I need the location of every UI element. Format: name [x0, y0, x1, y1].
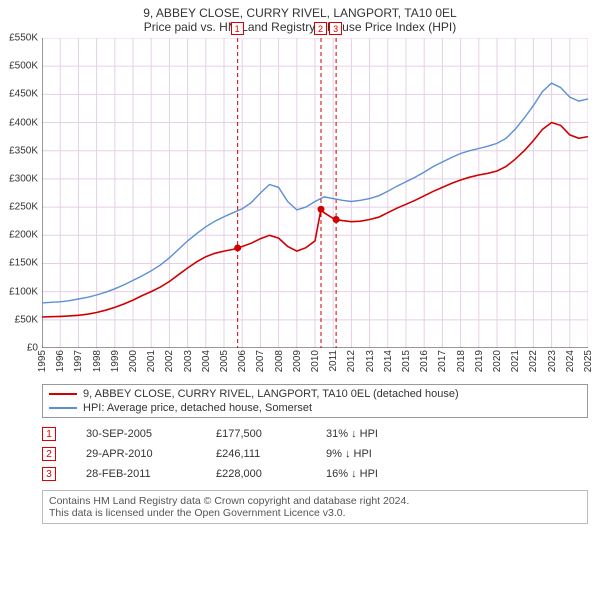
- x-axis-label: 2001: [146, 350, 157, 372]
- x-axis-label: 2011: [328, 350, 339, 372]
- transaction-marker: 1: [42, 427, 56, 441]
- x-axis-label: 2018: [456, 350, 467, 372]
- transaction-price: £177,500: [216, 428, 296, 440]
- legend-item: HPI: Average price, detached house, Some…: [49, 401, 581, 415]
- line-chart: [42, 38, 588, 348]
- y-axis-label: £550K: [9, 33, 38, 44]
- chart-subtitle: Price paid vs. HM Land Registry's House …: [0, 20, 600, 38]
- x-axis-label: 2009: [292, 350, 303, 372]
- x-axis-label: 2007: [255, 350, 266, 372]
- y-axis-label: £150K: [9, 258, 38, 269]
- transaction-marker: 2: [42, 447, 56, 461]
- transaction-row: 1 30-SEP-2005 £177,500 31% ↓ HPI: [42, 424, 588, 444]
- transaction-diff: 9% ↓ HPI: [326, 448, 426, 460]
- transaction-date: 29-APR-2010: [86, 448, 186, 460]
- chart-area: £0£50K£100K£150K£200K£250K£300K£350K£400…: [42, 38, 588, 348]
- transactions-table: 1 30-SEP-2005 £177,500 31% ↓ HPI 2 29-APR-201…: [42, 424, 588, 484]
- x-axis-label: 1995: [37, 350, 48, 372]
- sale-marker: 3: [329, 22, 342, 35]
- legend-item: 9, ABBEY CLOSE, CURRY RIVEL, LANGPORT, T…: [49, 387, 581, 401]
- x-axis-label: 2015: [401, 350, 412, 372]
- x-axis-label: 2025: [583, 350, 594, 372]
- x-axis-label: 2021: [510, 350, 521, 372]
- x-axis-label: 2005: [219, 350, 230, 372]
- page: 9, ABBEY CLOSE, CURRY RIVEL, LANGPORT, T…: [0, 0, 600, 590]
- legend-swatch: [49, 393, 77, 395]
- x-axis-label: 1996: [55, 350, 66, 372]
- y-axis-label: £350K: [9, 145, 38, 156]
- transaction-row: 2 29-APR-2010 £246,111 9% ↓ HPI: [42, 444, 588, 464]
- transaction-diff: 16% ↓ HPI: [326, 468, 426, 480]
- x-axis-label: 2002: [164, 350, 175, 372]
- y-axis-label: £450K: [9, 89, 38, 100]
- x-axis-label: 2000: [128, 350, 139, 372]
- x-axis-label: 2004: [201, 350, 212, 372]
- x-axis-label: 2012: [346, 350, 357, 372]
- legend-swatch: [49, 407, 77, 409]
- y-axis-label: £100K: [9, 286, 38, 297]
- y-axis-label: £500K: [9, 61, 38, 72]
- x-axis-label: 2023: [547, 350, 558, 372]
- transaction-price: £228,000: [216, 468, 296, 480]
- transaction-row: 3 28-FEB-2011 £228,000 16% ↓ HPI: [42, 464, 588, 484]
- legend-label: 9, ABBEY CLOSE, CURRY RIVEL, LANGPORT, T…: [83, 388, 459, 400]
- x-axis-label: 1997: [73, 350, 84, 372]
- footnote-line: Contains HM Land Registry data © Crown c…: [49, 495, 581, 507]
- x-axis-label: 2024: [565, 350, 576, 372]
- x-axis-label: 2014: [383, 350, 394, 372]
- x-axis-label: 2019: [474, 350, 485, 372]
- y-axis-label: £50K: [15, 314, 38, 325]
- x-axis-label: 1998: [92, 350, 103, 372]
- x-axis-label: 2003: [183, 350, 194, 372]
- chart-title: 9, ABBEY CLOSE, CURRY RIVEL, LANGPORT, T…: [0, 0, 600, 20]
- footnote-line: This data is licensed under the Open Gov…: [49, 507, 581, 519]
- y-axis-label: £200K: [9, 230, 38, 241]
- y-axis-label: £250K: [9, 202, 38, 213]
- x-axis-label: 2013: [365, 350, 376, 372]
- transaction-price: £246,111: [216, 448, 296, 460]
- x-axis-label: 2017: [437, 350, 448, 372]
- x-axis-label: 2022: [528, 350, 539, 372]
- y-axis-label: £400K: [9, 117, 38, 128]
- x-axis-label: 2020: [492, 350, 503, 372]
- y-axis-label: £300K: [9, 173, 38, 184]
- transaction-date: 30-SEP-2005: [86, 428, 186, 440]
- legend-label: HPI: Average price, detached house, Some…: [83, 402, 312, 414]
- x-axis-label: 2006: [237, 350, 248, 372]
- sale-marker: 2: [314, 22, 327, 35]
- x-axis-label: 2008: [274, 350, 285, 372]
- x-axis-label: 1999: [110, 350, 121, 372]
- x-axis-label: 2016: [419, 350, 430, 372]
- x-axis-label: 2010: [310, 350, 321, 372]
- transaction-marker: 3: [42, 467, 56, 481]
- transaction-diff: 31% ↓ HPI: [326, 428, 426, 440]
- legend: 9, ABBEY CLOSE, CURRY RIVEL, LANGPORT, T…: [42, 384, 588, 418]
- sale-marker: 1: [231, 22, 244, 35]
- transaction-date: 28-FEB-2011: [86, 468, 186, 480]
- footnote: Contains HM Land Registry data © Crown c…: [42, 490, 588, 524]
